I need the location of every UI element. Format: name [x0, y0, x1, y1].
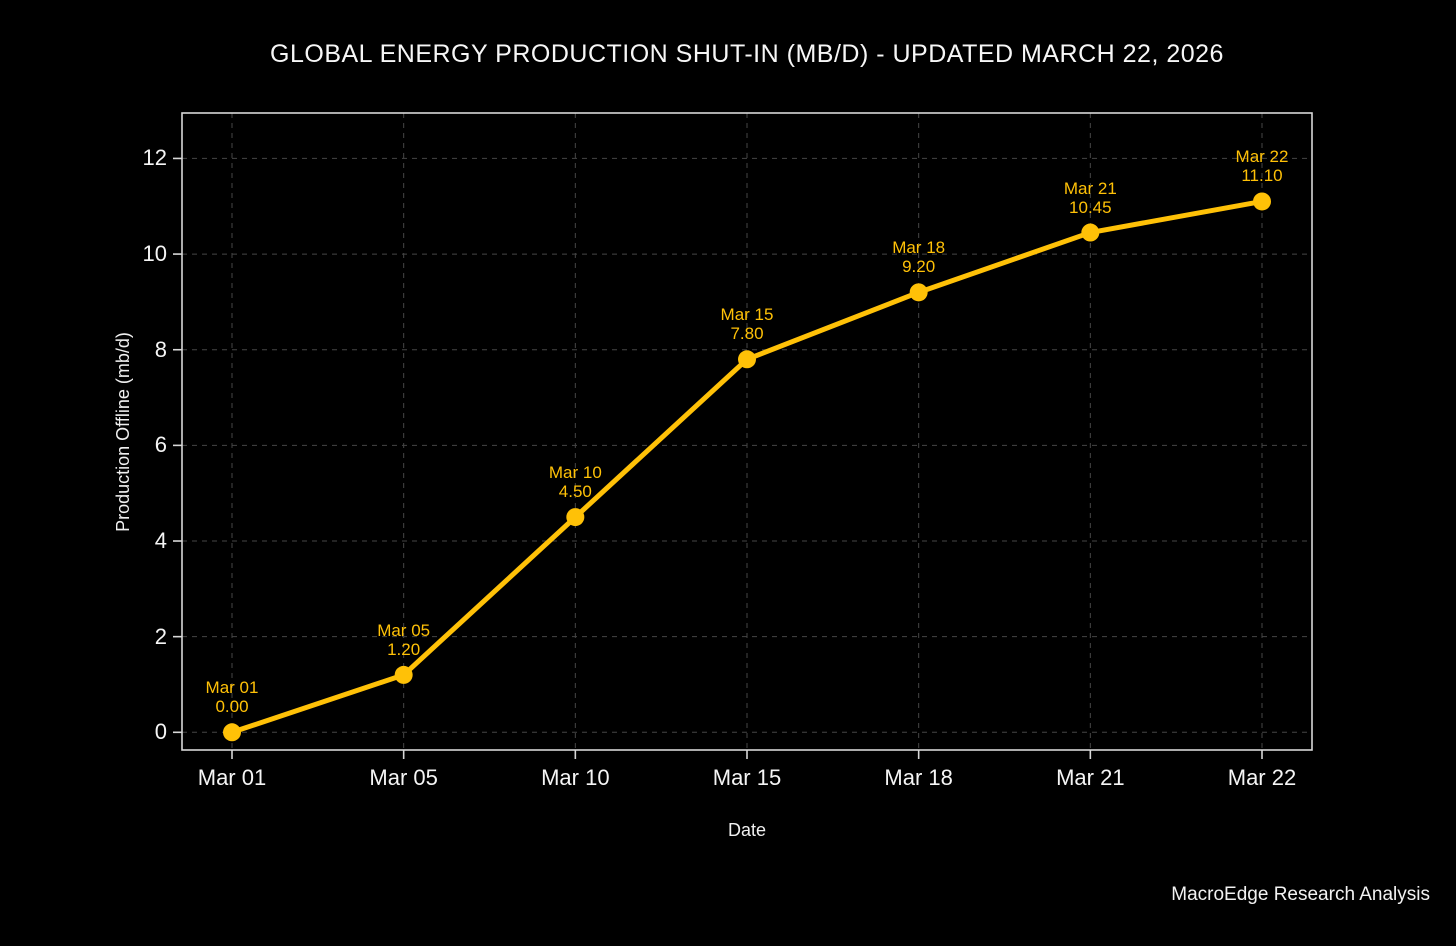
data-point-marker	[1253, 192, 1271, 211]
data-point-marker	[566, 508, 585, 527]
data-point-marker	[909, 283, 928, 302]
footer-credit: MacroEdge Research Analysis	[1171, 884, 1430, 905]
data-point-marker	[1081, 223, 1100, 242]
x-axis-title: Date	[727, 820, 767, 840]
data-point-marker	[738, 350, 756, 369]
chart-title: GLOBAL ENERGY PRODUCTION SHUT-IN (MB/D) …	[270, 40, 1224, 68]
data-point-marker	[223, 723, 241, 742]
data-point-marker	[394, 665, 413, 684]
y-axis-title: Production Offline (mb/d)	[113, 332, 133, 532]
